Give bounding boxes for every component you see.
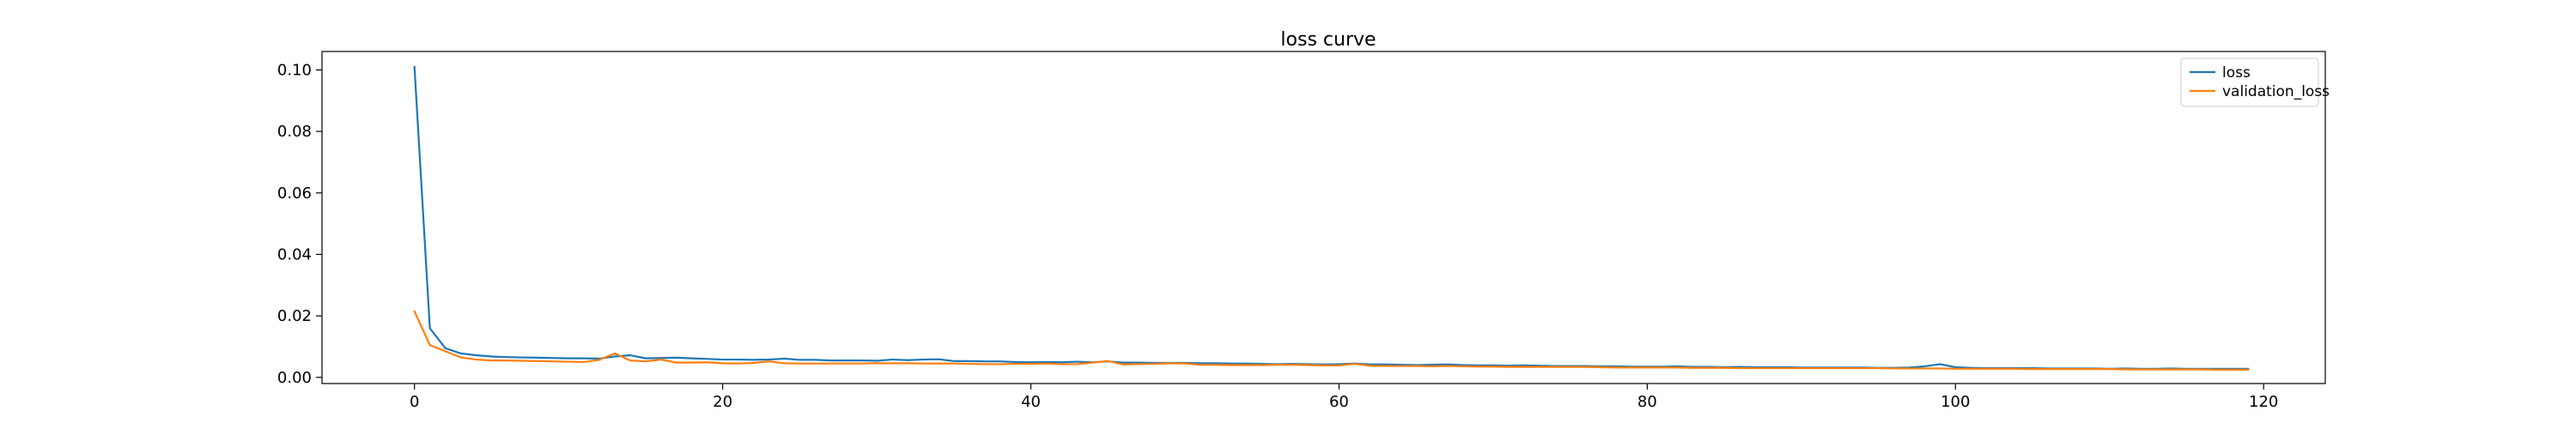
chart-title: loss curve xyxy=(1280,29,1376,51)
legend-label: validation_loss xyxy=(2222,83,2330,100)
y-tick-label: 0.04 xyxy=(277,246,312,264)
y-tick-label: 0.02 xyxy=(277,307,312,325)
series-line-loss xyxy=(413,65,2250,370)
y-tick-label: 0.08 xyxy=(277,123,312,141)
y-tick-label: 0.00 xyxy=(277,369,312,387)
x-tick-label: 60 xyxy=(1329,393,1349,411)
x-tick-label: 80 xyxy=(1637,393,1657,411)
x-tick-label: 0 xyxy=(410,393,419,411)
plot-frame xyxy=(321,51,2326,384)
x-tick-label: 20 xyxy=(713,393,732,411)
legend-label: loss xyxy=(2222,64,2251,82)
x-tick-label: 100 xyxy=(1941,393,1970,411)
x-tick-label: 40 xyxy=(1021,393,1041,411)
x-tick-label: 120 xyxy=(2249,393,2278,411)
y-tick-label: 0.10 xyxy=(277,62,312,80)
x-axis: 0 20 40 60 80 100 120 xyxy=(410,384,2278,411)
legend-box xyxy=(2180,57,2319,107)
series-layer xyxy=(413,65,2250,371)
y-axis: 0.00 0.02 0.04 0.06 0.08 0.10 xyxy=(277,62,322,387)
y-tick-label: 0.06 xyxy=(277,184,312,202)
series-line-validation-loss xyxy=(413,310,2250,371)
plot-area xyxy=(322,51,2325,384)
